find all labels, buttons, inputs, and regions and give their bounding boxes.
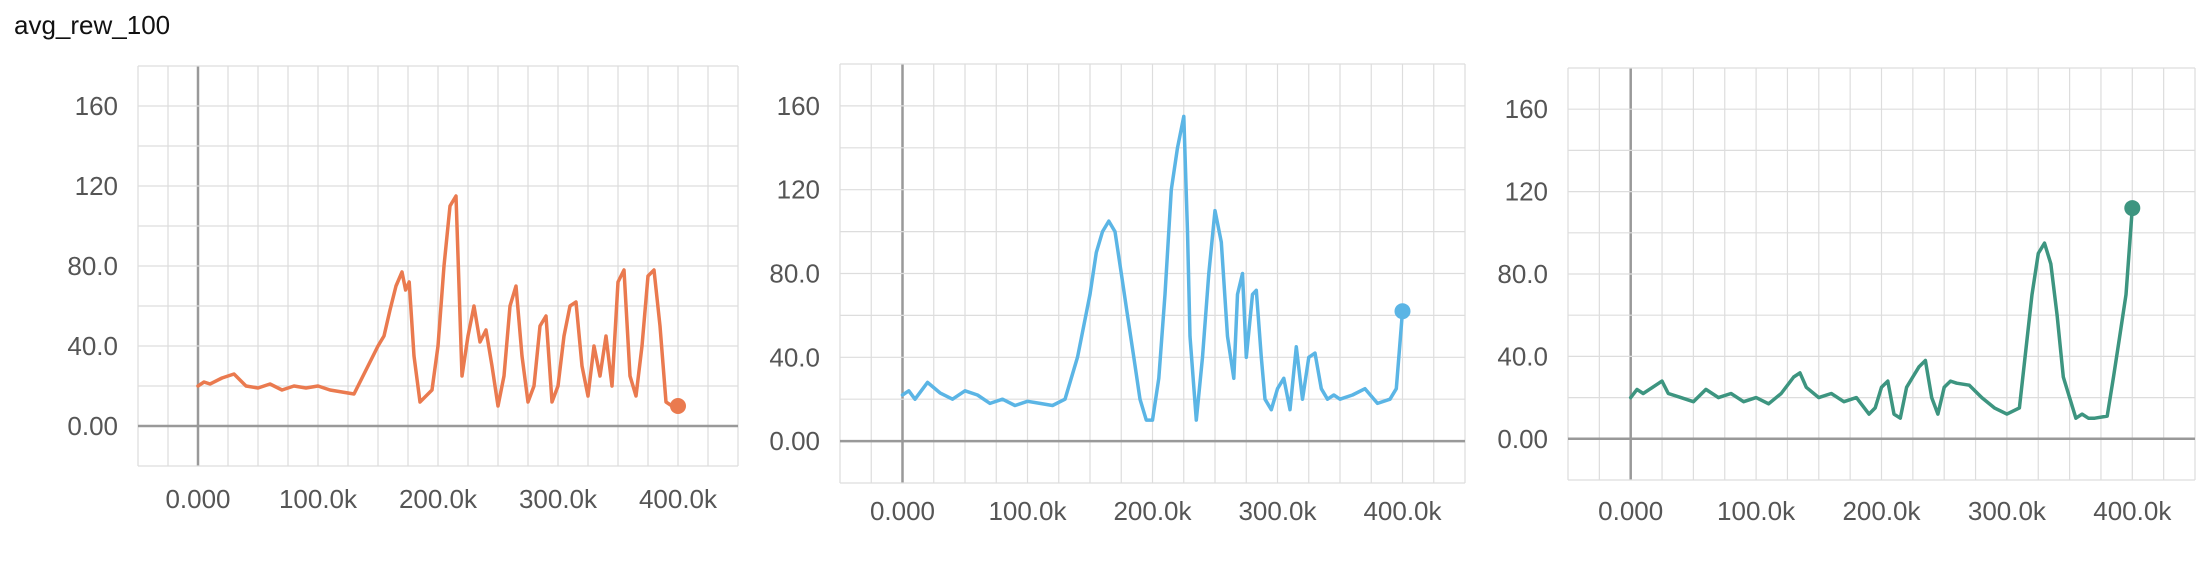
x-tick-label: 200.0k	[1113, 496, 1192, 526]
series-line	[196, 194, 680, 408]
y-tick-label: 120	[75, 171, 118, 201]
x-tick-label: 200.0k	[1842, 496, 1921, 526]
y-tick-label: 40.0	[67, 331, 118, 361]
y-tick-label: 80.0	[1497, 259, 1548, 289]
y-tick-label: 0.00	[769, 426, 820, 456]
y-tick-label: 160	[777, 91, 820, 121]
x-tick-label: 300.0k	[519, 484, 598, 514]
x-tick-label: 400.0k	[2093, 496, 2172, 526]
x-tick-label: 0.000	[870, 496, 935, 526]
x-tick-label: 100.0k	[1717, 496, 1796, 526]
y-tick-label: 80.0	[67, 251, 118, 281]
series-end-point[interactable]	[670, 398, 686, 414]
x-tick-label: 100.0k	[279, 484, 358, 514]
x-tick-label: 100.0k	[988, 496, 1067, 526]
y-tick-label: 80.0	[769, 259, 820, 289]
series-line	[1628, 206, 2135, 420]
y-tick-label: 160	[1505, 94, 1548, 124]
y-tick-label: 0.00	[1497, 424, 1548, 454]
chart-panel-3: 0.00 40.0 80.0 120 160 0.000 100.0k 200.0k 300.0…	[1497, 67, 2196, 526]
y-tick-label: 120	[1505, 177, 1548, 207]
x-tick-label: 0.000	[1598, 496, 1663, 526]
x-tick-label: 300.0k	[1238, 496, 1317, 526]
y-tick-label: 120	[777, 175, 820, 205]
x-tick-label: 200.0k	[399, 484, 478, 514]
x-tick-label: 400.0k	[639, 484, 718, 514]
x-tick-label: 300.0k	[1968, 496, 2047, 526]
chart-panel-1: 0.00 40.0 80.0 120 160 0.000 100.0k 200.0k 300.0…	[67, 65, 739, 514]
series-line	[900, 114, 1405, 422]
y-tick-label: 160	[75, 91, 118, 121]
page-title: avg_rew_100	[14, 10, 171, 40]
series-end-point[interactable]	[1394, 303, 1411, 320]
x-tick-label: 0.000	[165, 484, 230, 514]
chart-panel-2: 0.00 40.0 80.0 120 160 0.000 100.0k 200.0k 300.0…	[769, 63, 1466, 526]
x-tick-label: 400.0k	[1363, 496, 1442, 526]
y-tick-label: 0.00	[67, 411, 118, 441]
y-tick-label: 40.0	[769, 342, 820, 372]
y-tick-label: 40.0	[1497, 341, 1548, 371]
series-end-point[interactable]	[2124, 200, 2141, 217]
